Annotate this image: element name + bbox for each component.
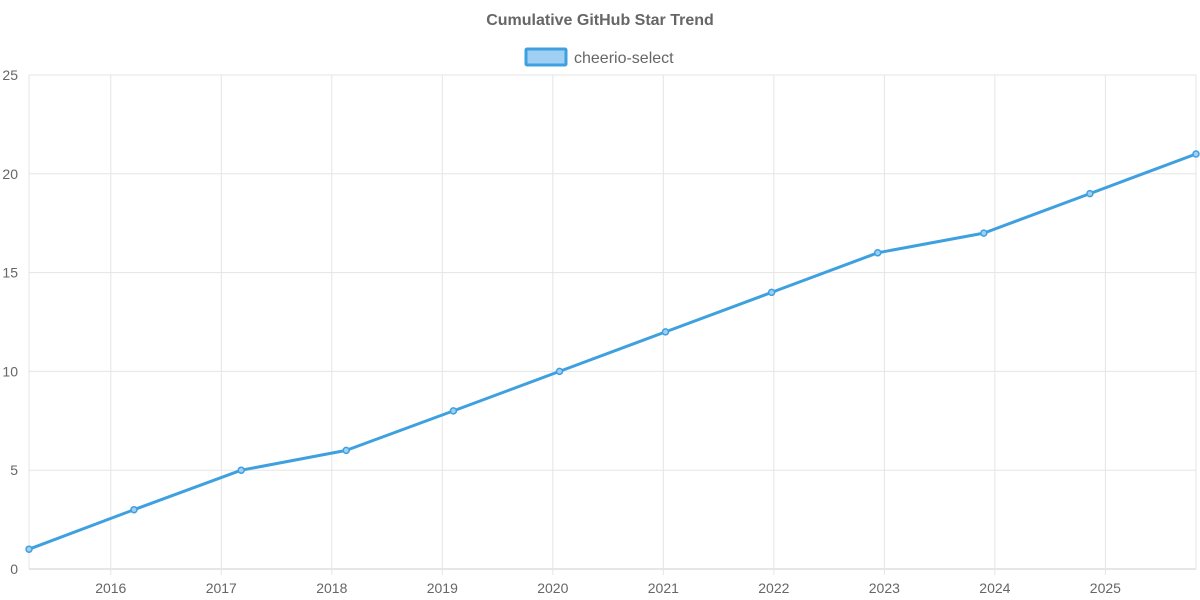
data-point[interactable] [767,288,776,297]
y-tick-label: 25 [2,67,18,83]
data-point[interactable] [980,229,988,237]
legend-label[interactable]: cheerio-select [574,50,674,67]
data-point[interactable] [1192,150,1200,158]
data-point[interactable] [342,446,350,455]
x-tick-label: 2020 [537,580,568,596]
data-point[interactable] [1086,189,1094,198]
x-tick-label: 2018 [316,580,347,596]
series-layer [25,150,1200,553]
x-tick-label: 2021 [648,580,679,596]
data-point[interactable] [449,407,458,415]
x-tick-label: 2017 [206,580,237,596]
x-tick-label: 2024 [979,580,1010,596]
series-line [27,152,1198,551]
x-tick-label: 2025 [1090,580,1121,596]
x-tick-label: 2023 [869,580,900,596]
data-point[interactable] [237,466,245,474]
data-point[interactable] [873,249,882,257]
data-point[interactable] [130,505,138,514]
x-tick-label: 2022 [758,580,789,596]
legend[interactable]: cheerio-select [524,47,674,67]
y-tick-label: 15 [2,265,18,281]
x-tick-label: 2016 [95,580,126,596]
y-tick-label: 0 [10,561,18,577]
y-tick-label: 10 [2,363,18,379]
chart-title: Cumulative GitHub Star Trend [486,12,714,29]
grid [28,74,1197,575]
x-tick-label: 2019 [427,580,458,596]
data-point[interactable] [555,367,564,376]
y-tick-label: 20 [2,166,18,182]
y-tick-label: 5 [10,462,18,478]
legend-swatch[interactable] [524,47,568,67]
data-point[interactable] [25,545,33,553]
data-point[interactable] [661,328,670,336]
